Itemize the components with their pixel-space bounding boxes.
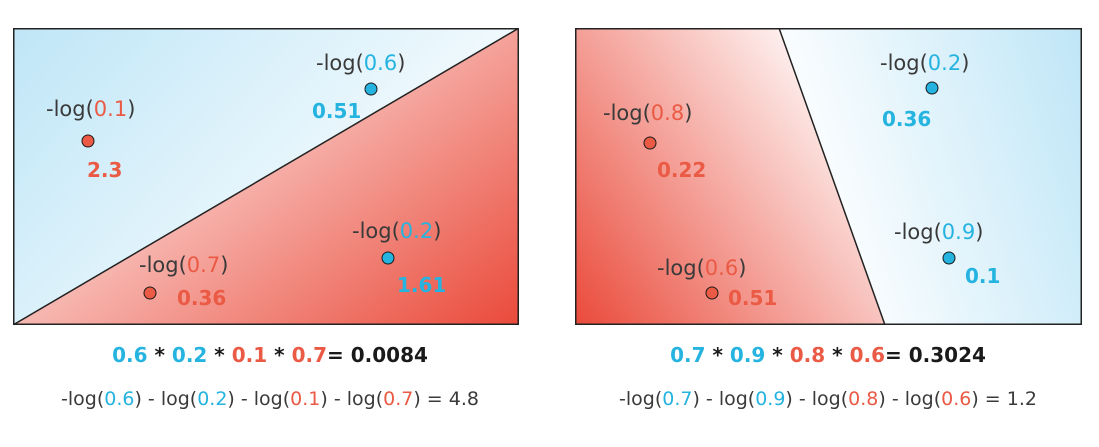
point-label: -log(0.6) [657,256,746,280]
point-label: -log(0.1) [46,97,135,121]
point-label: -log(0.7) [139,253,228,277]
point-label: -log(0.6) [316,51,405,75]
point-label: -log(0.9) [894,220,983,244]
point-marker [143,286,157,300]
point-value: 0.36 [882,107,931,131]
decision-boundary [778,28,886,325]
panel-border [575,28,1082,325]
point-value: 0.22 [657,158,706,182]
point-label: -log(0.2) [352,219,441,243]
decision-boundary [13,28,519,325]
point-value: 1.61 [397,273,446,297]
left-panel: -log(0.6) 0.51 -log(0.1) 2.3 -log(0.2) 1… [13,28,519,325]
blue-region [779,28,1082,325]
left-product-equation: 0.6 * 0.2 * 0.1 * 0.7= 0.0084 [112,343,428,367]
right-product-equation: 0.7 * 0.9 * 0.8 * 0.6= 0.3024 [670,343,986,367]
point-marker [81,134,95,148]
point-value: 0.51 [312,99,361,123]
red-region [575,28,885,325]
point-value: 0.1 [965,264,1000,288]
right-log-sum-equation: -log(0.7) - log(0.9) - log(0.8) - log(0.… [619,388,1037,410]
point-marker [381,251,395,265]
point-value: 2.3 [87,158,122,182]
point-value: 0.36 [177,286,226,310]
point-marker [925,81,939,95]
point-label: -log(0.2) [880,51,969,75]
point-value: 0.51 [728,286,777,310]
left-log-sum-equation: -log(0.6) - log(0.2) - log(0.1) - log(0.… [61,388,479,410]
point-marker [364,82,378,96]
point-marker [942,251,956,265]
point-marker [643,136,657,150]
panel-border [13,28,519,325]
point-label: -log(0.8) [603,101,692,125]
right-panel: -log(0.8) 0.22 -log(0.6) 0.51 -log(0.2) … [575,28,1082,325]
point-marker [705,286,719,300]
